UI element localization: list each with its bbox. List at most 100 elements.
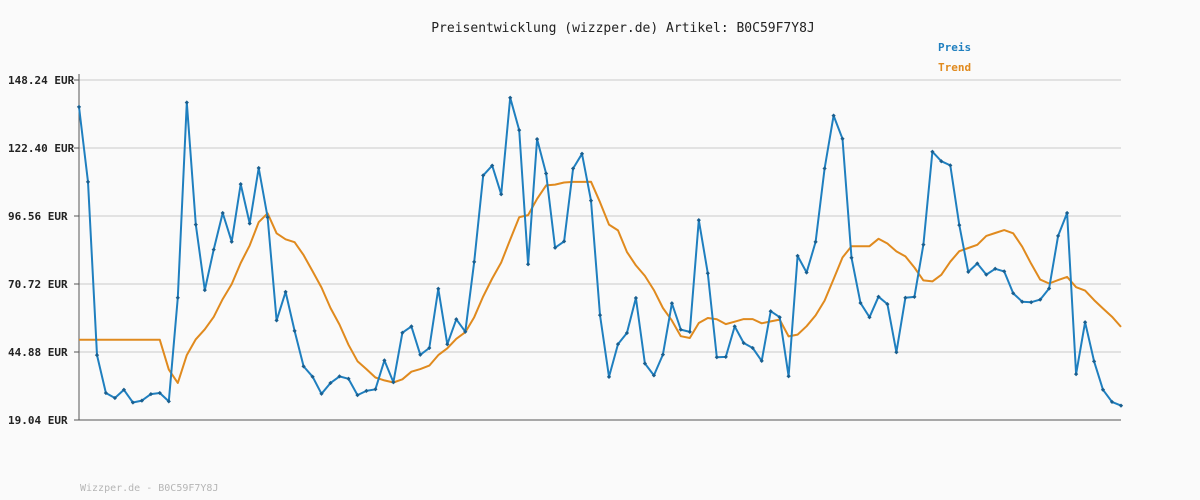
preis-point xyxy=(804,270,809,275)
preis-point xyxy=(930,149,935,154)
grid-lines xyxy=(79,79,1121,353)
preis-point xyxy=(328,380,333,386)
preis-point xyxy=(1002,269,1007,274)
preis-point xyxy=(741,340,746,346)
preis-point xyxy=(552,245,558,250)
preis-point xyxy=(274,318,279,323)
preis-point xyxy=(517,127,522,133)
preis-point xyxy=(301,364,306,369)
preis-point xyxy=(211,247,216,252)
preis-point xyxy=(1082,320,1088,325)
preis-point xyxy=(642,361,648,366)
preis-point xyxy=(939,159,944,164)
preis-point xyxy=(256,165,261,171)
y-tick-label: 19.04 EUR xyxy=(8,414,68,427)
preis-point xyxy=(597,312,603,318)
preis-point xyxy=(265,215,270,220)
series-preis xyxy=(76,95,1124,408)
preis-point xyxy=(229,239,234,244)
legend-preis: Preis xyxy=(938,41,971,54)
preis-point xyxy=(624,330,630,336)
preis-point xyxy=(858,300,863,306)
preis-point xyxy=(534,136,540,142)
preis-point xyxy=(975,261,980,266)
preis-point xyxy=(651,373,657,378)
preis-point xyxy=(867,315,872,320)
preis-point xyxy=(678,327,683,332)
preis-point xyxy=(687,329,692,335)
preis-point xyxy=(777,315,782,320)
footer-text: Wizzper.de - B0C59F7Y8J xyxy=(80,483,218,494)
preis-point xyxy=(283,289,288,295)
preis-point xyxy=(984,272,989,277)
preis-point xyxy=(1038,297,1043,302)
preis-point xyxy=(750,345,755,351)
preis-point xyxy=(570,166,576,171)
preis-point xyxy=(795,253,800,259)
preis-point xyxy=(966,269,971,275)
preis-point xyxy=(148,391,154,397)
preis-point xyxy=(76,104,82,110)
preis-point xyxy=(894,350,899,355)
preis-point xyxy=(696,217,701,223)
preis-point xyxy=(292,328,297,334)
y-tick-label: 122.40 EUR xyxy=(8,142,75,155)
series-trend xyxy=(79,180,1122,384)
preis-point xyxy=(238,181,243,187)
preis-point xyxy=(912,294,917,300)
y-tick-label: 96.56 EUR xyxy=(8,210,68,223)
preis-point xyxy=(184,100,189,105)
preis-point xyxy=(885,301,890,307)
preis-point xyxy=(418,352,423,357)
preis-point xyxy=(1118,403,1124,408)
preis-point xyxy=(400,330,405,335)
preis-point xyxy=(1100,387,1106,392)
preis-point xyxy=(840,136,845,141)
preis-point xyxy=(202,287,207,293)
preis-point xyxy=(714,355,719,360)
preis-point xyxy=(606,374,612,380)
preis-point xyxy=(768,309,773,314)
preis-point xyxy=(247,221,252,226)
preis-point xyxy=(337,374,342,379)
preis-point xyxy=(588,198,594,203)
preis-point xyxy=(220,210,225,216)
preis-point xyxy=(1011,291,1016,296)
preis-point xyxy=(346,376,351,381)
preis-point xyxy=(175,295,180,300)
preis-point xyxy=(409,324,414,329)
preis-point xyxy=(310,374,315,379)
preis-point xyxy=(1091,359,1097,364)
preis-point xyxy=(463,329,468,334)
preis-point xyxy=(669,301,675,306)
preis-point xyxy=(561,239,567,244)
preis-point xyxy=(822,166,827,171)
preis-point xyxy=(427,345,432,351)
preis-point xyxy=(1020,299,1025,304)
y-tick-label: 70.72 EUR xyxy=(8,278,68,291)
preis-point xyxy=(445,342,450,347)
preis-point xyxy=(157,390,162,396)
preis-point xyxy=(615,341,621,347)
preis-point xyxy=(85,179,91,185)
preis-point xyxy=(876,294,881,299)
preis-point xyxy=(1064,210,1070,216)
preis-point xyxy=(579,151,585,156)
preis-point xyxy=(660,352,666,357)
preis-point xyxy=(1073,371,1079,377)
preis-point xyxy=(732,324,737,329)
y-tick-label: 44.88 EUR xyxy=(8,346,68,359)
preis-point xyxy=(364,388,369,394)
preis-point xyxy=(786,374,791,379)
preis-point xyxy=(130,400,136,405)
preis-point xyxy=(139,398,145,403)
preis-point xyxy=(166,399,171,404)
preis-point xyxy=(813,239,818,245)
preis-point xyxy=(705,271,710,276)
y-axis-ticks: 148.24 EUR 122.40 EUR 96.56 EUR 70.72 EUR 44… xyxy=(8,74,79,427)
preis-point xyxy=(993,266,998,271)
preis-point xyxy=(436,286,441,291)
legend-trend: Trend xyxy=(938,61,971,74)
preis-point xyxy=(499,192,504,197)
